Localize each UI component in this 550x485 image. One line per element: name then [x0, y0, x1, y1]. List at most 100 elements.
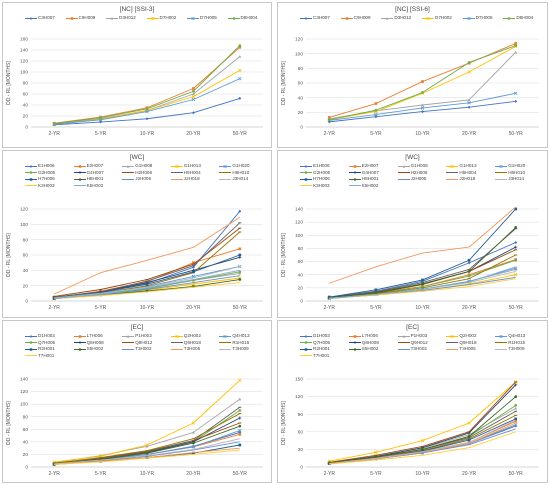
legend-item: T7H001: [25, 353, 71, 360]
legend-item: C3H007: [300, 15, 338, 22]
legend-label: Q9H018: [183, 339, 201, 345]
legend-item: G1H020: [219, 163, 265, 170]
series-line: [329, 206, 516, 284]
data-point: [421, 91, 424, 94]
x-tick-label: 50-YR: [509, 305, 524, 311]
legend-swatch: [25, 185, 37, 187]
series-d8h004: [52, 44, 242, 126]
chart-title: [EC]: [406, 324, 419, 331]
series-s5h002: [327, 395, 518, 465]
legend-swatch: [219, 348, 232, 350]
data-point: [191, 430, 195, 434]
legend-label: J3H014: [508, 176, 525, 181]
legend-label: G1H008: [135, 163, 153, 168]
data-point: [238, 397, 242, 401]
data-point: [514, 419, 518, 423]
x-tick-label: 5-YR: [95, 131, 107, 137]
data-point: [467, 258, 471, 262]
legend-swatch: [219, 334, 232, 338]
legend-swatch: [348, 341, 361, 345]
y-tick-label: 120: [295, 220, 303, 226]
x-tick-label: 5-YR: [95, 305, 107, 311]
legend-swatch: [300, 355, 312, 357]
series-line: [54, 269, 240, 300]
legend-label: G1H013: [459, 163, 477, 168]
data-point: [238, 76, 242, 81]
legend-label: Q2H002: [183, 333, 201, 338]
legend-item: G2H005: [25, 170, 71, 177]
legend-swatch: [219, 178, 232, 180]
legend-item: J2H005: [397, 176, 444, 183]
legend-label: E2H007: [361, 163, 379, 168]
x-tick-label: 2-YR: [48, 305, 60, 311]
data-point: [467, 435, 471, 438]
x-tick-label: 5-YR: [370, 471, 382, 477]
series-h2h006: [52, 227, 242, 297]
legend-item: D8H004: [227, 15, 266, 22]
legend-label: Q4H013: [232, 333, 250, 338]
chart-panel-1: [NC] [SSI-3] C3H007 C9H009 D3H012 D7H002 D7H0…: [2, 2, 272, 148]
legend-swatch: [146, 16, 159, 20]
series-t3h009: [329, 419, 516, 464]
legend-item: T3H002: [122, 346, 168, 353]
legend-swatch: [219, 342, 232, 344]
data-point: [99, 120, 103, 124]
legend-item: J2H005: [122, 176, 168, 183]
legend-swatch: [170, 342, 183, 344]
legend-item: K3H003: [300, 183, 346, 190]
data-point: [192, 441, 195, 445]
x-tick-label: 10-YR: [415, 131, 430, 137]
legend-label: T3H002: [410, 346, 427, 351]
series-c3h007: [327, 99, 518, 124]
legend-item: D7H005: [187, 15, 225, 22]
y-tick-label: 100: [20, 70, 28, 76]
legend-label: K5H002: [361, 182, 379, 188]
data-point: [145, 117, 149, 121]
y-axis-label: DD - RL [MONTHS]: [281, 61, 287, 105]
y-tick-label: 120: [20, 389, 28, 395]
legend-swatch: [106, 16, 118, 20]
data-point: [513, 91, 518, 96]
data-point: [145, 282, 149, 286]
x-tick-label: 5-YR: [370, 305, 382, 311]
data-point: [191, 445, 196, 449]
legend-item: Q7H005: [25, 340, 71, 347]
legend-swatch: [348, 185, 361, 187]
series-h8h001: [327, 226, 518, 300]
x-tick-label: 5-YR: [95, 471, 107, 477]
legend-item: J3H014: [219, 176, 265, 183]
x-tick-label: 10-YR: [140, 131, 155, 137]
legend-swatch: [300, 171, 312, 175]
legend-label: P1H003: [135, 333, 152, 338]
data-point: [238, 209, 242, 213]
data-point: [467, 261, 471, 265]
legend-label: R2H001: [38, 346, 55, 351]
legend-swatch: [170, 172, 183, 174]
data-point: [238, 424, 242, 428]
legend-item: S5H002: [348, 346, 395, 353]
legend-swatch: [73, 177, 86, 181]
legend-item: T3H009: [219, 346, 265, 353]
y-tick-label: 0: [25, 125, 28, 131]
y-tick-label: 60: [298, 81, 304, 87]
y-tick-label: 40: [298, 95, 304, 101]
legend-item: Q9H018: [446, 340, 492, 347]
legend-item: H5H004: [170, 170, 217, 177]
legend-swatch: [397, 334, 410, 338]
chart-svg: 0 30 60 90 120 150 2-YR 5-YR 10-YR 20-YR 50-YR DD -…: [281, 377, 539, 477]
data-point: [514, 406, 518, 410]
data-point: [192, 87, 195, 90]
legend-item: G1H013: [170, 163, 217, 170]
data-point: [238, 96, 242, 100]
legend-item: E1H006: [300, 163, 346, 170]
data-point: [191, 421, 196, 425]
legend-label: R2H001: [313, 346, 330, 351]
legend-swatch: [65, 16, 78, 20]
data-point: [467, 438, 471, 442]
legend-item: G2H005: [300, 170, 346, 177]
y-axis-label: DD - RL [MONTHS]: [6, 61, 12, 105]
data-point: [514, 207, 518, 211]
legend-item: L7H006: [348, 333, 395, 340]
legend-item: Q2H002: [170, 333, 217, 340]
legend-item: H5H004: [446, 170, 492, 177]
